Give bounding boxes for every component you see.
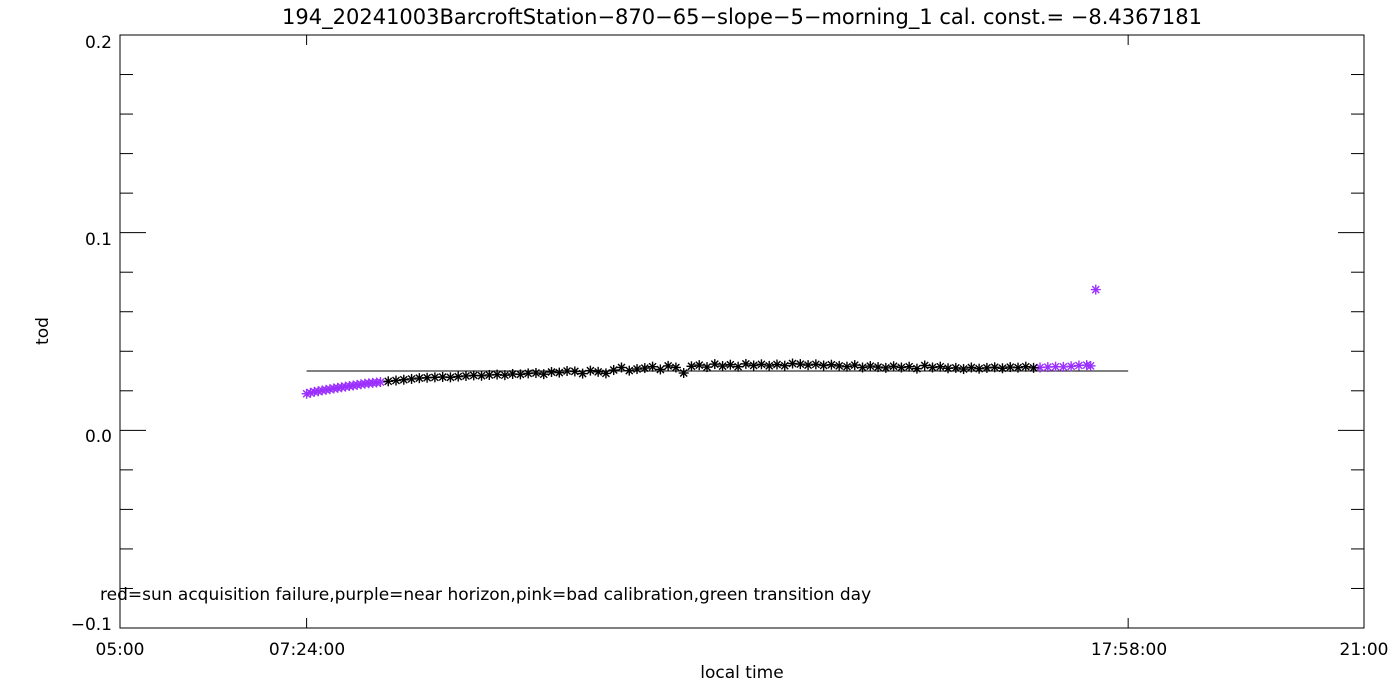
data-point <box>834 360 845 371</box>
data-point <box>740 358 751 369</box>
data-point <box>818 360 829 371</box>
axis-ticks <box>119 34 1365 629</box>
data-point <box>616 362 627 373</box>
data-point <box>694 360 705 371</box>
data-point <box>639 363 650 374</box>
data-point <box>958 364 969 375</box>
data-point <box>779 360 790 371</box>
data-point <box>911 363 922 374</box>
data-point <box>733 361 744 372</box>
data-point <box>632 364 643 375</box>
data-point <box>709 359 720 370</box>
data-point <box>593 366 604 377</box>
data-point <box>904 361 915 372</box>
data-point <box>398 374 409 385</box>
data-point <box>966 362 977 373</box>
data-point <box>865 361 876 372</box>
data-point <box>849 360 860 371</box>
data-point <box>803 360 814 371</box>
data-point <box>476 370 487 381</box>
data-point <box>1028 362 1039 373</box>
x-tick-label: 17:58:00 <box>1091 640 1167 660</box>
data-point <box>554 367 565 378</box>
data-point <box>935 361 946 372</box>
data-point <box>670 362 681 373</box>
data-point-near-horizon <box>1066 361 1077 372</box>
data-point-near-horizon <box>1085 360 1096 371</box>
y-tick-label: 0.0 <box>85 427 112 447</box>
chart-title: 194_20241003BarcroftStation−870−65−slope… <box>282 5 1202 30</box>
data-point <box>841 361 852 372</box>
data-point <box>1020 361 1031 372</box>
data-point <box>663 360 674 371</box>
data-point <box>896 362 907 373</box>
data-point <box>927 362 938 373</box>
data-point <box>702 362 713 373</box>
plot-frame <box>119 34 1365 629</box>
data-point <box>460 370 471 381</box>
data-point <box>997 363 1008 374</box>
legend-note: red=sun acquisition failure,purple=near … <box>100 585 871 605</box>
data-point <box>857 362 868 373</box>
data-point <box>686 361 697 372</box>
data-point <box>810 359 821 370</box>
data-point <box>725 359 736 370</box>
data-point <box>826 359 837 370</box>
data-point <box>453 371 464 382</box>
data-point <box>787 358 798 369</box>
data-point <box>577 368 588 379</box>
x-axis-label: local time <box>700 663 783 683</box>
x-tick-label: 07:24:00 <box>269 640 345 660</box>
data-point <box>585 365 596 376</box>
data-point <box>717 361 728 372</box>
y-tick-label: 0.1 <box>85 230 112 250</box>
data-point <box>530 368 541 379</box>
data-point <box>748 360 759 371</box>
x-tick-label: 21:00 <box>1340 640 1389 660</box>
data-point <box>888 361 899 372</box>
data-point <box>499 370 510 381</box>
data-point <box>515 369 526 380</box>
data-point <box>678 368 689 379</box>
y-tick-label: 0.2 <box>85 33 112 53</box>
data-point <box>756 359 767 370</box>
data-point <box>538 369 549 380</box>
data-point <box>873 362 884 373</box>
x-tick-labels: 05:00 07:24:00 17:58:00 21:00 <box>96 640 1389 660</box>
data-point <box>600 368 611 379</box>
data-point <box>383 376 394 387</box>
data-point <box>771 359 782 370</box>
y-tick-label: −0.1 <box>71 615 112 635</box>
x-tick-label: 05:00 <box>96 640 145 660</box>
data-point <box>523 368 534 379</box>
data-point <box>1013 362 1024 373</box>
data-point <box>492 369 503 380</box>
data-point <box>880 362 891 373</box>
data-point <box>795 359 806 370</box>
data-point <box>989 362 1000 373</box>
data-point <box>391 375 402 386</box>
data-point <box>974 363 985 374</box>
data-point <box>919 360 930 371</box>
y-tick-labels: 0.2 0.1 0.0 −0.1 <box>71 33 112 635</box>
data-points <box>301 284 1101 399</box>
data-point-near-horizon <box>375 377 386 388</box>
data-point <box>608 365 619 376</box>
data-point <box>569 366 580 377</box>
y-axis-label: tod <box>33 317 53 345</box>
data-point <box>647 361 658 372</box>
data-point <box>624 365 635 376</box>
data-point <box>764 360 775 371</box>
data-point-near-horizon <box>1090 284 1101 295</box>
data-point <box>950 362 961 373</box>
data-point <box>406 373 417 384</box>
data-point <box>445 372 456 383</box>
data-point <box>655 364 666 375</box>
